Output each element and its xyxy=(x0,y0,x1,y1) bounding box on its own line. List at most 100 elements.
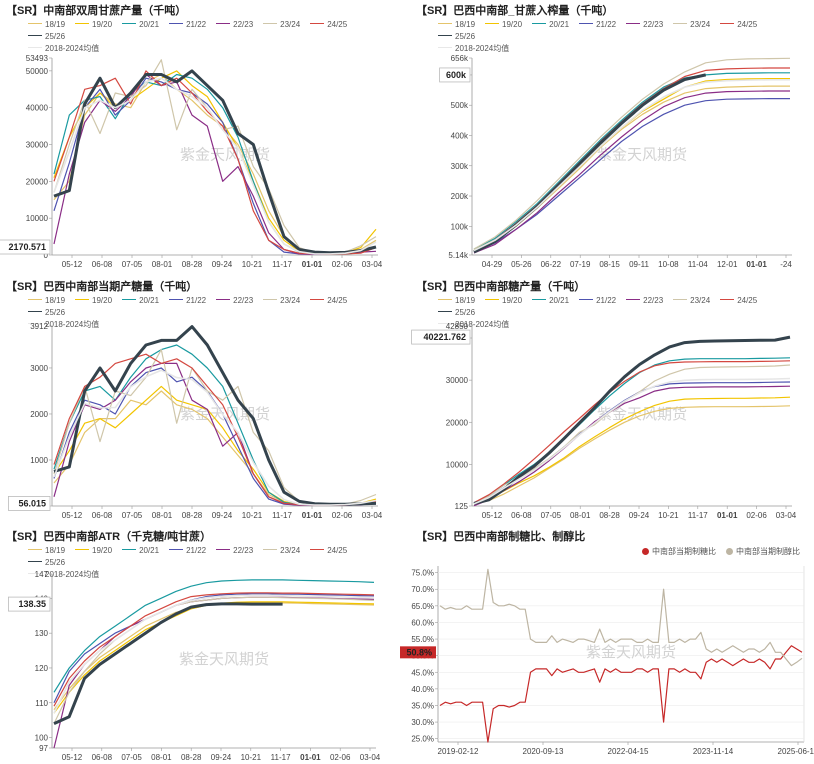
chart-legend: 18/19 19/20 20/21 21/22 22/23 23/24 24/25 25/26… xyxy=(438,19,798,55)
current-value-box xyxy=(7,596,51,612)
chart-legend: 18/19 19/20 20/21 21/22 22/23 23/24 24/25 25/26… xyxy=(28,545,388,581)
legend-item[interactable]: 25/26 xyxy=(438,31,475,43)
legend-item[interactable]: 中南部当期制糖比 xyxy=(632,547,716,556)
y-tick-label: 10000 xyxy=(26,214,49,223)
y-tick-label: 45.0% xyxy=(411,668,434,677)
x-tick-label: 05-12 xyxy=(62,511,83,520)
legend-item[interactable]: 18/19 xyxy=(438,19,475,31)
legend-item[interactable]: 19/20 xyxy=(75,19,112,31)
y-tick-label: 75.0% xyxy=(411,569,434,578)
x-tick-label: 10-21 xyxy=(242,260,263,269)
chart-title: 【SR】巴西中南部当期产糖量（千吨） xyxy=(6,281,198,293)
series-line xyxy=(53,596,375,749)
x-tick-label: 11-17 xyxy=(272,260,292,269)
x-tick-label: -24 xyxy=(780,260,792,269)
chart-legend: 18/19 19/20 20/21 21/22 22/23 23/24 24/25 25/26… xyxy=(28,295,388,331)
legend-item[interactable]: 21/22 xyxy=(579,295,616,307)
x-tick-label: 08-01 xyxy=(151,753,172,762)
x-tick-label: 09-24 xyxy=(212,260,233,269)
chart-plot: 0100020003000391205-1206-0807-0508-0108-… xyxy=(7,322,383,520)
legend-item[interactable]: 22/23 xyxy=(216,295,253,307)
legend-item[interactable]: 20/21 xyxy=(532,295,569,307)
legend-item[interactable]: 20/21 xyxy=(122,545,159,557)
watermark: 紫金天风期货 xyxy=(586,643,676,661)
legend-item[interactable]: 20/21 xyxy=(122,19,159,31)
legend-item[interactable]: 中南部当期制醇比 xyxy=(716,547,800,556)
x-tick-label: 02-06 xyxy=(330,753,351,762)
x-tick-label: 03-04 xyxy=(360,753,381,762)
legend-item[interactable]: 25/26 xyxy=(28,557,65,569)
legend-item[interactable]: 25/26 xyxy=(28,307,65,319)
legend-item[interactable]: 18/19 xyxy=(438,295,475,307)
x-tick-label: 08-01 xyxy=(152,511,173,520)
legend-item[interactable]: 19/20 xyxy=(485,19,522,31)
legend-item[interactable]: 22/23 xyxy=(626,19,663,31)
y-tick-label: 3000 xyxy=(30,364,48,373)
y-tick-label: 2000 xyxy=(30,410,48,419)
legend-item[interactable]: 22/23 xyxy=(216,19,253,31)
legend-item[interactable]: 2018-2024均值 xyxy=(438,319,509,331)
x-tick-label: 08-01 xyxy=(570,511,591,520)
series-line xyxy=(53,596,375,724)
legend-item[interactable]: 18/19 xyxy=(28,19,65,31)
legend-item[interactable]: 20/21 xyxy=(122,295,159,307)
legend-item[interactable]: 21/22 xyxy=(169,295,206,307)
legend-item[interactable]: 19/20 xyxy=(75,545,112,557)
y-tick-label: 300k xyxy=(451,162,469,171)
x-tick-label: 10-21 xyxy=(658,511,679,520)
legend-item[interactable]: 23/24 xyxy=(263,19,300,31)
watermark: 紫金天风期货 xyxy=(179,650,269,668)
y-tick-label: 50000 xyxy=(26,67,49,76)
legend-item[interactable]: 23/24 xyxy=(673,19,710,31)
legend-item[interactable]: 25/26 xyxy=(438,307,475,319)
legend-item[interactable]: 25/26 xyxy=(28,31,65,43)
x-tick-label: 11-04 xyxy=(688,260,708,269)
y-tick-label: 53493 xyxy=(26,54,49,63)
y-tick-label: 30.0% xyxy=(411,718,434,727)
y-tick-label: 100k xyxy=(451,222,469,231)
legend-item[interactable]: 18/19 xyxy=(28,545,65,557)
chart-legend: 中南部当期制糖比 中南部当期制醇比 xyxy=(632,546,800,557)
y-tick-label: 60.0% xyxy=(411,618,434,627)
y-tick-label: 40.0% xyxy=(411,685,434,694)
x-tick-label: 06-08 xyxy=(92,511,113,520)
legend-item[interactable]: 21/22 xyxy=(169,19,206,31)
x-tick-label: 05-26 xyxy=(511,260,532,269)
legend-item[interactable]: 2018-2024均值 xyxy=(28,43,99,55)
legend-item[interactable]: 20/21 xyxy=(532,19,569,31)
chart-title: 【SR】巴西中南部_甘蔗入榨量（千吨） xyxy=(416,5,614,17)
y-tick-label: 20000 xyxy=(446,418,469,427)
x-tick-label: 08-28 xyxy=(181,753,202,762)
series-line xyxy=(473,57,791,250)
y-tick-label: 65.0% xyxy=(411,602,434,611)
y-tick-label: 42850 xyxy=(446,322,469,331)
legend-item[interactable]: 19/20 xyxy=(485,295,522,307)
legend-item[interactable]: 24/25 xyxy=(720,295,757,307)
legend-item[interactable]: 22/23 xyxy=(626,295,663,307)
legend-item[interactable]: 24/25 xyxy=(310,545,347,557)
y-tick-label: 400k xyxy=(451,131,469,140)
x-tick-label: 2025-06-15 xyxy=(778,747,814,756)
legend-item[interactable]: 23/24 xyxy=(673,295,710,307)
legend-item[interactable]: 2018-2024均值 xyxy=(438,43,509,55)
legend-item[interactable]: 22/23 xyxy=(216,545,253,557)
chart-title: 【SR】巴西中南部ATR（千克糖/吨甘蔗） xyxy=(6,531,212,543)
x-tick-label: 06-08 xyxy=(511,511,532,520)
legend-item[interactable]: 23/24 xyxy=(263,295,300,307)
series-line xyxy=(473,396,791,505)
series-line xyxy=(53,77,377,255)
x-tick-label: 07-05 xyxy=(122,260,143,269)
x-tick-label: 2023-11-14 xyxy=(693,747,734,756)
current-value: 2170.571 xyxy=(8,242,46,252)
legend-item[interactable]: 21/22 xyxy=(169,545,206,557)
legend-item[interactable]: 2018-2024均值 xyxy=(28,569,99,581)
legend-item[interactable]: 23/24 xyxy=(263,545,300,557)
legend-item[interactable]: 18/19 xyxy=(28,295,65,307)
legend-item[interactable]: 2018-2024均值 xyxy=(28,319,99,331)
x-tick-label: 2022-04-15 xyxy=(608,747,649,756)
legend-item[interactable]: 24/25 xyxy=(310,19,347,31)
legend-item[interactable]: 21/22 xyxy=(579,19,616,31)
legend-item[interactable]: 19/20 xyxy=(75,295,112,307)
legend-item[interactable]: 24/25 xyxy=(720,19,757,31)
legend-item[interactable]: 24/25 xyxy=(310,295,347,307)
